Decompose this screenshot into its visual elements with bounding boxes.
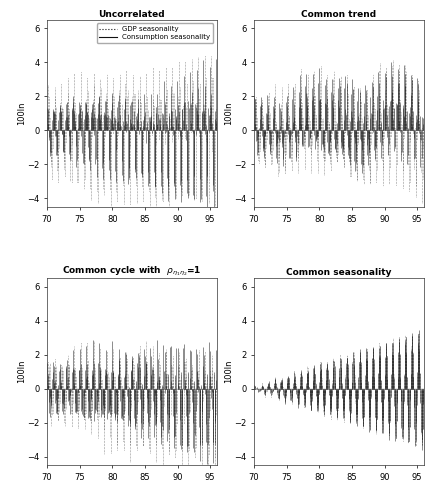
Title: Common trend: Common trend bbox=[301, 10, 377, 19]
Y-axis label: 100ln: 100ln bbox=[224, 102, 233, 125]
Legend: GDP seasonality, Consumption seasonality: GDP seasonality, Consumption seasonality bbox=[97, 24, 213, 43]
Y-axis label: 100ln: 100ln bbox=[17, 102, 26, 125]
Title: Uncorrelated: Uncorrelated bbox=[98, 10, 165, 19]
Y-axis label: 100ln: 100ln bbox=[17, 360, 26, 384]
Y-axis label: 100ln: 100ln bbox=[224, 360, 233, 384]
Title: Common cycle with  $\rho_{\eta_1\eta_2}$=1: Common cycle with $\rho_{\eta_1\eta_2}$=… bbox=[62, 265, 202, 278]
Title: Common seasonality: Common seasonality bbox=[286, 268, 392, 277]
